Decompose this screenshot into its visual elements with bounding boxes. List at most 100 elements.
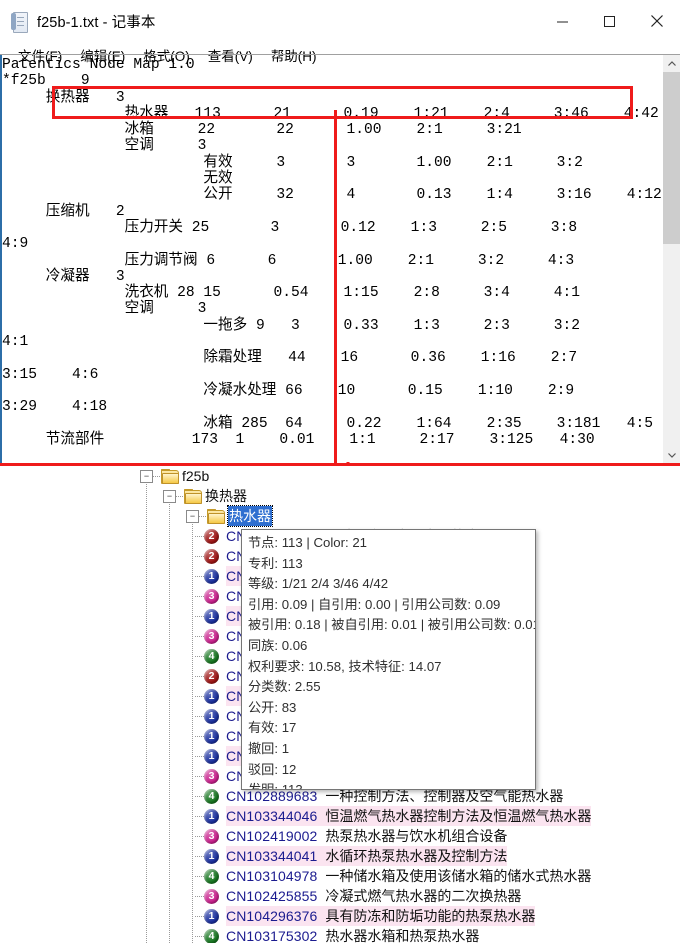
tooltip-line: 引用: 0.09 | 自引用: 0.00 | 引用公司数: 0.09 [248,596,501,612]
tree-connector [195,655,204,657]
rank-badge-icon: 1 [204,728,219,744]
patent-number[interactable]: CN104296376 [226,908,318,924]
tree-node-heat-exchanger[interactable]: − 换热器 [0,486,680,506]
tooltip-line: 等级: 1/21 2/4 3/46 4/42 [248,576,389,592]
scroll-up-arrow[interactable] [663,55,680,72]
patent-number[interactable]: CN102425855 [226,888,318,904]
patent-list-item[interactable]: 3 CN102419002 热泵热水器与饮水机组合设备 [0,826,680,846]
patent-number[interactable]: CN103104978 [226,868,318,884]
patent-list-item[interactable]: 4 CN103175302 热水器水箱和热泵热水器 [0,926,680,943]
patent-list-item[interactable]: 4 CN102889683 一种控制方法、控制器及空气能热水器 [0,786,680,806]
patent-title[interactable]: 热泵热水器与饮水机组合设备 [325,828,508,844]
patent-title[interactable]: 水循环热泵热水器及控制方法 [325,848,508,864]
patent-entry[interactable]: CN102889683 一种控制方法、控制器及空气能热水器 [226,786,563,806]
patent-list-item[interactable]: 4 CN103104978 一种储水箱及使用该储水箱的储水式热水器 [0,866,680,886]
tree-connector [195,795,204,797]
rank-badge-icon: 2 [204,548,219,564]
tree-connector [195,535,204,537]
tree-node-root[interactable]: − f25b [0,466,680,486]
patent-entry[interactable]: CN103344041 水循环热泵热水器及控制方法 [226,846,508,866]
menu-file[interactable]: 文件(F) [18,48,63,64]
menu-help[interactable]: 帮助(H) [270,48,317,64]
rank-badge-icon: 3 [204,828,219,844]
rank-badge-icon: 4 [204,648,219,664]
tree-level3-label-selected[interactable]: 热水器 [227,505,273,527]
tree-node-water-heater[interactable]: − 热水器 [0,505,680,527]
title-bar: f25b-1.txt - 记事本 [0,0,680,42]
tree-connector [195,855,204,857]
node-info-tooltip: 节点: 113 | Color: 21 专利: 113 等级: 1/21 2/4 3… [241,529,536,790]
patent-title[interactable]: 热水器水箱和热泵热水器 [325,928,480,943]
folder-icon [207,509,225,524]
patent-entry[interactable]: CN102425855 冷凝式燃气热水器的二次换热器 [226,886,521,906]
rank-badge-icon: 2 [204,668,219,684]
patent-title[interactable]: 具有防冻和防垢功能的热泵热水器 [325,908,536,924]
tooltip-line: 撤回: 1 [248,740,290,756]
menu-edit[interactable]: 编辑(E) [80,48,126,64]
menu-view[interactable]: 查看(V) [207,48,253,64]
rank-badge-icon: 1 [204,748,219,764]
rank-badge-icon: 1 [204,608,219,624]
patent-list-item[interactable]: 3 CN102425855 冷凝式燃气热水器的二次换热器 [0,886,680,906]
patent-number[interactable]: CN102419002 [226,828,318,844]
folder-icon [184,489,202,504]
menu-format[interactable]: 格式(O) [143,48,190,64]
tree-connector [199,515,206,517]
collapse-icon[interactable]: − [163,489,176,503]
rank-badge-icon: 1 [204,908,219,924]
editor-vertical-scrollbar[interactable] [662,55,680,463]
tree-connector [176,495,183,497]
patent-entry[interactable]: CN102419002 热泵热水器与饮水机组合设备 [226,826,507,846]
tree-connector [195,735,204,737]
patent-number[interactable]: CN102889683 [226,788,318,804]
patent-title[interactable]: 一种控制方法、控制器及空气能热水器 [325,788,564,804]
patent-list-item[interactable]: 1 CN103344046 恒温燃气热水器控制方法及恒温燃气热水器 [0,806,680,826]
tree-connector [195,935,204,937]
rank-badge-icon: 1 [204,708,219,724]
tree-connector [153,475,160,477]
tree-connector [195,915,204,917]
tree-connector [195,895,204,897]
tree-connector [195,755,204,757]
collapse-icon[interactable]: − [140,469,153,483]
patent-list-item[interactable]: 1 CN103344041 水循环热泵热水器及控制方法 [0,846,680,866]
tree-connector [195,635,204,637]
minimize-button[interactable] [539,0,586,42]
patent-title[interactable]: 恒温燃气热水器控制方法及恒温燃气热水器 [325,808,592,824]
tooltip-line: 驳回: 12 [248,761,297,777]
window-title: f25b-1.txt - 记事本 [37,14,156,31]
tree-level2-label[interactable]: 换热器 [205,488,247,504]
patent-number[interactable]: CN103175302 [226,928,318,943]
patent-title[interactable]: 一种储水箱及使用该储水箱的储水式热水器 [325,868,592,884]
scroll-down-arrow[interactable] [663,446,680,463]
tree-connector [195,775,204,777]
tree-root-label[interactable]: f25b [182,468,210,484]
collapse-icon[interactable]: − [186,509,199,523]
rank-badge-icon: 4 [204,868,219,884]
rank-badge-icon: 3 [204,768,219,784]
tree-connector [195,555,204,557]
rank-badge-icon: 3 [204,588,219,604]
rank-badge-icon: 3 [204,628,219,644]
scrollbar-thumb[interactable] [663,72,680,244]
rank-badge-icon: 1 [204,808,219,824]
patent-title[interactable]: 冷凝式燃气热水器的二次换热器 [325,888,522,904]
notepad-window: f25b-1.txt - 记事本 文件(F) 编辑(E) 格式(O) 查看(V)… [0,0,680,463]
editor-text[interactable]: Patentics Node Map 1.0 *f25b 9 换热器 3 热水器… [2,57,662,448]
tree-guide-line [192,518,193,943]
maximize-button[interactable] [586,0,633,42]
notepad-icon [11,11,28,33]
patent-number[interactable]: CN103344041 [226,848,318,864]
patent-entry[interactable]: CN103104978 一种储水箱及使用该储水箱的储水式热水器 [226,866,591,886]
patent-entry[interactable]: CN103344046 恒温燃气热水器控制方法及恒温燃气热水器 [226,806,592,826]
tooltip-line: 分类数: 2.55 [248,679,321,695]
patent-entry[interactable]: CN104296376 具有防冻和防垢功能的热泵热水器 [226,906,536,926]
tree-connector [195,875,204,877]
rank-badge-icon: 2 [204,528,219,544]
patent-list-item[interactable]: 1 CN104296376 具有防冻和防垢功能的热泵热水器 [0,906,680,926]
rank-badge-icon: 1 [204,688,219,704]
rank-badge-icon: 1 [204,848,219,864]
patent-number[interactable]: CN103344046 [226,808,318,824]
patent-entry[interactable]: CN103175302 热水器水箱和热泵热水器 [226,926,479,943]
close-button[interactable] [633,0,680,42]
